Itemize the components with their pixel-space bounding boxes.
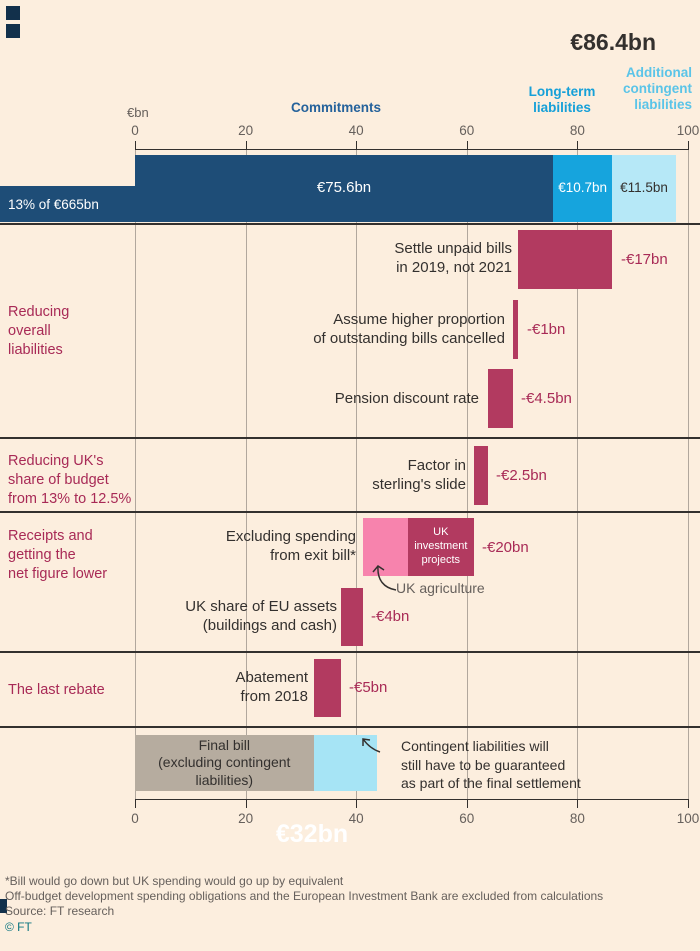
axis-tick-top-100: [688, 141, 689, 150]
bar-abatement-desc: Abatement from 2018: [235, 669, 308, 705]
bar-uk-share-eu-assets: [341, 588, 364, 646]
bar-abatement: [313, 659, 342, 717]
axis-label-bottom-100: 100: [676, 811, 700, 826]
top-bar-left-label-text: 13% of €665bn: [8, 196, 99, 212]
axis-unit-label: €bn: [127, 105, 149, 120]
axis-tick-bottom-0: [135, 800, 136, 808]
contingent-arrow-icon: [362, 738, 381, 753]
axis-tick-top-60: [466, 141, 468, 150]
bar-bills-cancelled-desc: Assume higher proportion of outstanding …: [313, 311, 505, 347]
chart-total: €86.4bn: [570, 29, 656, 55]
ft-copyright: © FT: [5, 920, 32, 934]
bar-bills-cancelled: [512, 300, 519, 359]
axis-label-top-40: 40: [348, 123, 364, 138]
axis-label-bottom-40: 40: [348, 811, 364, 826]
section-divider-1: [0, 437, 700, 439]
bar-exit-bill-agriculture-desc: Excluding spending from exit bill*: [225, 528, 356, 564]
axis-label-top-80: 80: [569, 123, 585, 138]
bar-commitments-label: €75.6bn: [316, 179, 372, 197]
column-header-additional-contingent-liabilities: Additional contingent liabilities: [623, 65, 692, 112]
decor-square-top-2: [6, 24, 20, 38]
bar-uk-share-eu-assets-desc: UK share of EU assets (buildings and cas…: [185, 598, 337, 634]
bar-uk-share-eu-assets-value: -€4bn: [371, 608, 410, 625]
axis-label-top-0: 0: [131, 123, 139, 138]
bar-sterling-slide-value: -€2.5bn: [496, 467, 547, 484]
gridline-20: [245, 150, 247, 799]
axis-tick-bottom-40: [356, 800, 358, 808]
bar-pension-discount-rate-desc: Pension discount rate: [334, 390, 479, 407]
uk-agriculture-annotation: UK agriculture: [396, 580, 485, 596]
section-label-0: Reducing overall liabilities: [8, 304, 70, 358]
bar-exit-bill-investment-value: -€20bn: [482, 539, 529, 556]
axis-label-top-20: 20: [238, 123, 254, 138]
axis-tick-bottom-20: [245, 800, 247, 808]
axis-label-top-60: 60: [459, 123, 475, 138]
bar-final-bill-label: Final bill (excluding contingent liabili…: [158, 736, 291, 788]
gridline-60: [466, 150, 468, 799]
axis-tick-bottom-60: [466, 800, 468, 808]
bar-exit-bill-agriculture: [363, 518, 408, 576]
bar-pension-discount-rate-value: -€4.5bn: [521, 390, 572, 407]
axis-label-bottom-60: 60: [459, 811, 475, 826]
section-divider-0: [0, 223, 700, 225]
source-note: Source: FT research: [5, 904, 115, 918]
decor-square-top-1: [6, 6, 20, 20]
bar-pension-discount-rate: [487, 369, 513, 428]
bar-long-term-liabilities: €10.7bn: [553, 155, 613, 222]
section-label-3: The last rebate: [8, 682, 105, 698]
section-divider-2: [0, 511, 700, 513]
footnote-exclusions: Off-budget development spending obligati…: [5, 889, 604, 903]
axis-tick-top-80: [577, 141, 579, 150]
decor-square-bottom: [0, 899, 7, 913]
axis-label-top-100: 100: [676, 123, 700, 138]
gridline-40: [356, 150, 358, 799]
top-bar-left-label: 13% of €665bn: [0, 186, 135, 222]
axis-tick-top-40: [356, 141, 358, 150]
bar-abatement-value: -€5bn: [349, 679, 388, 696]
bar-settle-unpaid-bills-desc: Settle unpaid bills in 2019, not 2021: [394, 240, 512, 276]
top-axis-line: [135, 149, 689, 150]
bar-commitments: €75.6bn: [135, 155, 554, 222]
column-header-commitments: Commitments: [290, 100, 381, 115]
bar-additional-contingent-liabilities-label: €11.5bn: [620, 180, 668, 196]
footnote-asterisk: *Bill would go down but UK spending woul…: [5, 874, 344, 888]
bar-settle-unpaid-bills-value: -€17bn: [621, 251, 668, 268]
column-header-long-term-liabilities: Long-term liabilities: [528, 84, 596, 115]
bar-bills-cancelled-value: -€1bn: [527, 321, 566, 338]
bar-long-term-liabilities-label: €10.7bn: [558, 180, 608, 196]
uk-agriculture-arrow-icon: [372, 565, 397, 591]
bar-sterling-slide: [473, 446, 488, 505]
bar-exit-bill-investment-label: UK investment projects: [414, 526, 468, 566]
section-divider-3: [0, 651, 700, 653]
section-label-2: Receipts and getting the net figure lowe…: [8, 528, 108, 582]
axis-tick-top-20: [245, 141, 247, 150]
gridline-100: [688, 150, 689, 799]
axis-tick-bottom-80: [577, 800, 579, 808]
bar-sterling-slide-desc: Factor in sterling's slide: [372, 457, 466, 493]
axis-label-bottom-20: 20: [238, 811, 254, 826]
bottom-axis-line: [135, 799, 689, 800]
axis-tick-top-0: [135, 141, 136, 150]
axis-tick-bottom-100: [688, 800, 689, 808]
gridline-80: [577, 150, 579, 799]
final-bill-value: €32bn: [275, 820, 349, 848]
axis-label-bottom-80: 80: [569, 811, 585, 826]
section-label-1: Reducing UK's share of budget from 13% t…: [8, 453, 132, 507]
bar-exit-bill-investment: UK investment projects: [407, 518, 474, 576]
section-divider-4: [0, 726, 700, 728]
bar-additional-contingent-liabilities: €11.5bn: [612, 155, 676, 222]
gridline-0: [135, 150, 136, 799]
contingent-liabilities-annotation: Contingent liabilities will still have t…: [401, 738, 581, 791]
bar-final-bill: Final bill (excluding contingent liabili…: [135, 735, 314, 791]
bar-settle-unpaid-bills: [518, 230, 613, 289]
axis-label-bottom-0: 0: [131, 811, 139, 826]
